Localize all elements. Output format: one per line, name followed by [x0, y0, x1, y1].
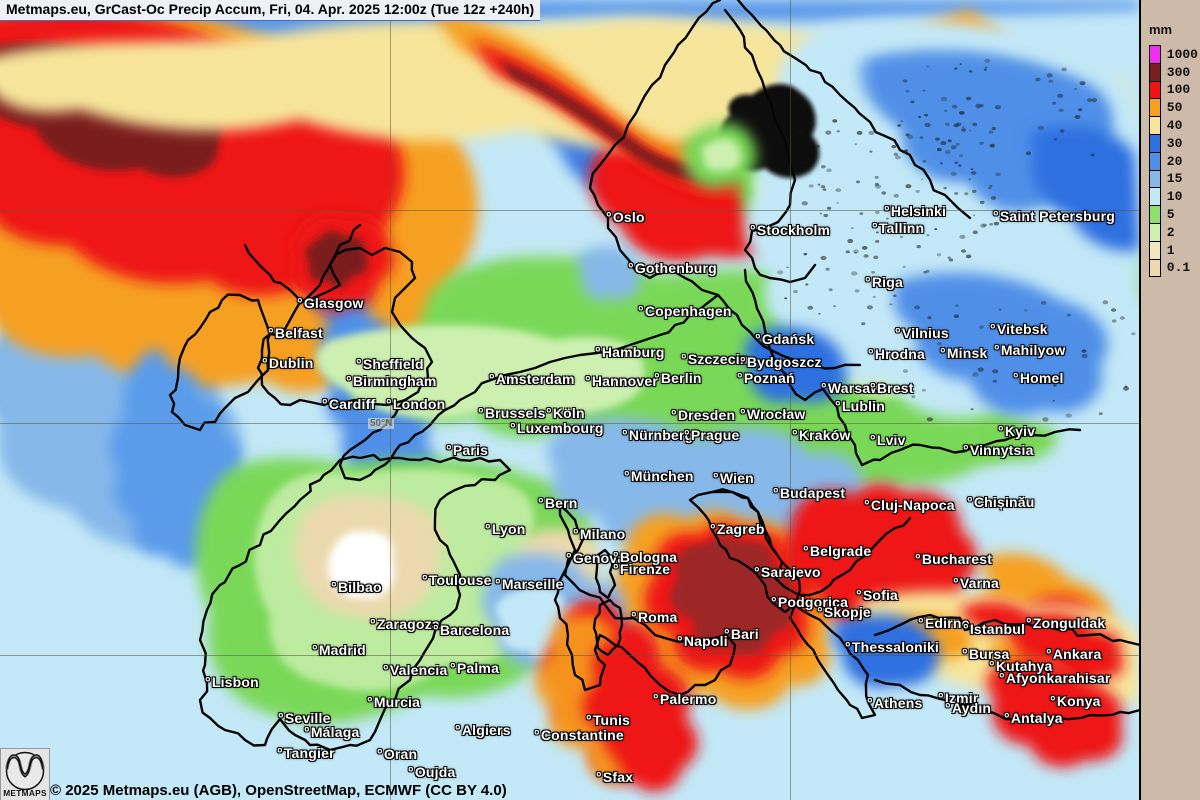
svg-text:METMAPS: METMAPS: [3, 788, 47, 798]
